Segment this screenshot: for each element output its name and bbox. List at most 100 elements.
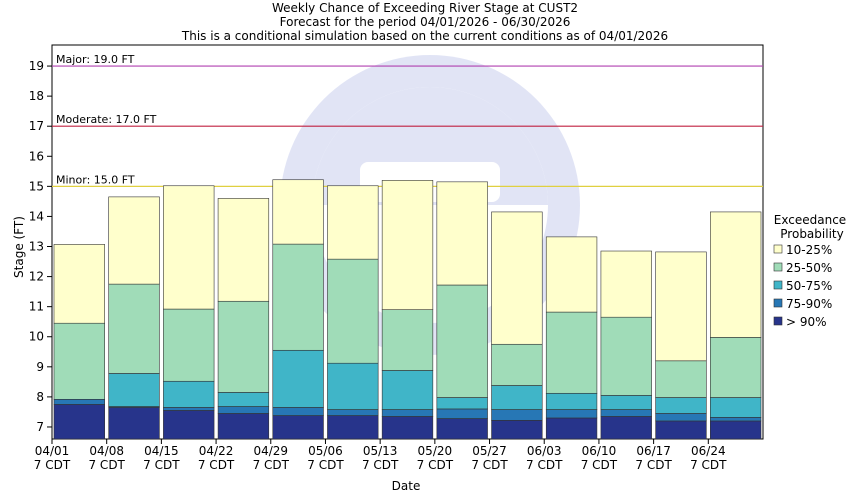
- x-tick-time: 7 CDT: [417, 458, 454, 472]
- y-axis-label: Stage (FT): [12, 216, 26, 278]
- x-tick-time: 7 CDT: [362, 458, 399, 472]
- x-tick-date: 05/06: [308, 444, 343, 458]
- bar-segment-2: [491, 385, 543, 410]
- bar-segment-2: [272, 349, 324, 408]
- x-tick-date: 05/13: [363, 444, 398, 458]
- bar-segment-3: [491, 343, 543, 386]
- x-tick-date: 04/15: [144, 444, 179, 458]
- bar-segment-2: [108, 373, 160, 407]
- x-tick-date: 04/29: [253, 444, 288, 458]
- y-tick-label: 14: [29, 209, 44, 223]
- x-tick-time: 7 CDT: [690, 458, 727, 472]
- y-tick-label: 11: [29, 300, 44, 314]
- bar-segment-4: [381, 180, 434, 310]
- bar-segment-1: [163, 407, 215, 411]
- bar-segment-4: [436, 181, 488, 286]
- bar-segment-3: [600, 316, 652, 396]
- x-tick-time: 7 CDT: [307, 458, 344, 472]
- bar-segment-3: [436, 284, 488, 398]
- bar-segment-0: [545, 417, 598, 440]
- bar-segment-0: [163, 410, 215, 440]
- x-tick-time: 7 CDT: [253, 458, 290, 472]
- bar-segment-0: [327, 415, 379, 440]
- bar-segment-4: [545, 236, 598, 313]
- x-axis-label: Date: [392, 479, 421, 493]
- bar-segment-4: [327, 185, 379, 260]
- x-tick-date: 06/24: [691, 444, 726, 458]
- bar-segment-1: [217, 406, 270, 414]
- bar-segment-1: [710, 417, 762, 422]
- legend-title-line-1: Exceedance: [774, 213, 846, 227]
- bar-segment-2: [436, 397, 488, 410]
- legend-swatch: [773, 316, 783, 326]
- x-tick-time: 7 CDT: [34, 458, 71, 472]
- bar-segment-4: [217, 198, 270, 302]
- bar-segment-2: [163, 380, 215, 408]
- bar-segment-4: [600, 250, 652, 318]
- x-tick-date: 06/17: [636, 444, 671, 458]
- bar-segment-1: [381, 409, 434, 417]
- bar-segment-3: [545, 311, 598, 394]
- legend-swatch: [773, 298, 783, 308]
- bar-segment-0: [600, 416, 652, 440]
- x-tick-date: 05/20: [418, 444, 453, 458]
- title-line-2: Forecast for the period 04/01/2026 - 06/…: [280, 15, 571, 29]
- x-tick-date: 04/08: [89, 444, 124, 458]
- bar-segment-3: [217, 300, 270, 393]
- bar-segment-0: [53, 404, 105, 440]
- bar-segment-1: [545, 409, 598, 419]
- bar-segment-2: [710, 397, 762, 418]
- y-tick-label: 17: [29, 119, 44, 133]
- title-line-3: This is a conditional simulation based o…: [181, 29, 668, 43]
- bar-segment-4: [53, 244, 105, 324]
- bar-segment-0: [108, 407, 160, 440]
- legend: Exceedance Probability 10-25% 25-50% 50-75…: [773, 213, 846, 329]
- bar-segment-4: [710, 211, 762, 338]
- bar-segment-0: [655, 420, 707, 440]
- title-line-1: Weekly Chance of Exceeding River Stage a…: [272, 1, 578, 15]
- bar-segment-1: [53, 398, 105, 405]
- bar-segment-3: [327, 258, 379, 364]
- chart-title: Weekly Chance of Exceeding River Stage a…: [181, 1, 668, 43]
- y-tick-label: 12: [29, 270, 44, 284]
- bar-segment-1: [655, 413, 707, 422]
- x-tick-time: 7 CDT: [581, 458, 618, 472]
- bar-segment-3: [272, 243, 324, 351]
- legend-label: > 90%: [786, 315, 827, 329]
- bar-segment-3: [53, 322, 105, 400]
- y-tick-label: 9: [36, 360, 44, 374]
- bar-segment-0: [710, 420, 762, 440]
- bar-segment-2: [327, 362, 379, 410]
- x-tick-time: 7 CDT: [143, 458, 180, 472]
- bar-segment-0: [381, 416, 434, 440]
- threshold-label: Major: 19.0 FT: [56, 53, 135, 66]
- bar-segment-1: [272, 407, 324, 416]
- bar-segment-0: [217, 413, 270, 440]
- bar-segment-2: [545, 392, 598, 410]
- x-tick-time: 7 CDT: [88, 458, 125, 472]
- bar-segment-3: [108, 283, 160, 374]
- legend-swatch: [773, 244, 783, 254]
- bar-segment-3: [655, 360, 707, 398]
- x-tick-time: 7 CDT: [471, 458, 508, 472]
- threshold-label: Minor: 15.0 FT: [56, 173, 135, 186]
- bar-segment-4: [108, 196, 160, 285]
- x-tick-time: 7 CDT: [635, 458, 672, 472]
- bar-segment-3: [163, 308, 215, 382]
- bar-segment-1: [327, 409, 379, 416]
- legend-title-line-2: Probability: [780, 227, 843, 241]
- x-tick-date: 06/03: [527, 444, 562, 458]
- legend-swatch: [773, 262, 783, 272]
- bar-segment-4: [163, 185, 215, 310]
- bar-segment-2: [381, 370, 434, 410]
- bar-segment-3: [381, 309, 434, 371]
- x-tick-date: 04/22: [199, 444, 234, 458]
- bar-segment-4: [491, 211, 543, 345]
- y-tick-label: 10: [29, 330, 44, 344]
- bar-segment-2: [655, 397, 707, 414]
- bar-segment-0: [272, 415, 324, 440]
- x-tick-time: 7 CDT: [526, 458, 563, 472]
- y-tick-label: 7: [36, 420, 44, 434]
- x-tick-date: 06/10: [582, 444, 617, 458]
